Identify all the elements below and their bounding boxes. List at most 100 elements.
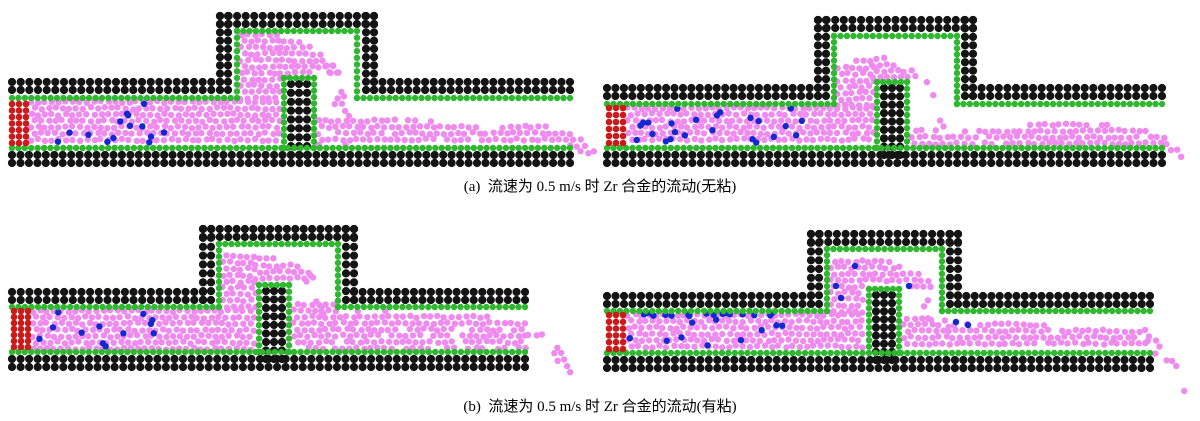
wall-particle	[874, 15, 883, 25]
fluid-particle	[388, 320, 396, 327]
wall-particle	[324, 224, 333, 234]
wall-particle	[670, 291, 680, 301]
fluid-particle	[294, 300, 302, 308]
wall-particle	[286, 158, 296, 168]
boundary-particle	[869, 32, 876, 40]
wall-particle	[968, 83, 978, 92]
fluid-particle	[683, 343, 691, 350]
fluid-particle	[882, 265, 889, 272]
wall-particle	[798, 299, 807, 309]
tracer-particle	[633, 136, 640, 144]
wall-particle	[1035, 363, 1044, 373]
fluid-particle	[753, 123, 760, 130]
wall-particle	[721, 91, 730, 101]
wall-particle	[294, 150, 304, 160]
wall-particle	[244, 150, 253, 160]
wall-particle	[620, 158, 629, 168]
fluid-particle	[489, 338, 496, 345]
wall-particle	[611, 158, 620, 168]
wall-particle	[887, 100, 897, 109]
wall-particle	[871, 315, 881, 324]
boundary-particle	[811, 100, 818, 108]
fluid-particle	[236, 340, 243, 347]
boundary-particle	[1018, 144, 1025, 152]
fluid-particle	[631, 323, 638, 330]
inlet-particle	[22, 107, 30, 114]
fluid-particle	[839, 70, 846, 78]
boundary-particle	[496, 348, 503, 356]
boundary-particle	[1121, 349, 1128, 357]
boundary-particle	[675, 100, 682, 108]
wall-particle	[813, 83, 823, 92]
fluid-particle	[229, 252, 237, 260]
fluid-particle	[742, 337, 750, 344]
fluid-particle	[1094, 127, 1102, 134]
tracer-particle	[779, 322, 786, 329]
wall-particle	[832, 229, 842, 239]
wall-particle	[1129, 291, 1138, 301]
wall-particle	[461, 354, 470, 364]
fluid-particle	[262, 88, 269, 95]
fluid-particle	[272, 94, 279, 102]
wall-particle	[602, 291, 612, 301]
fluid-particle	[126, 332, 134, 339]
fluid-particle	[319, 136, 326, 144]
wall-particle	[1044, 355, 1053, 365]
wall-particle	[438, 77, 447, 87]
fluid-particle	[378, 338, 385, 345]
boundary-particle	[998, 100, 1005, 108]
wall-particle	[223, 36, 233, 45]
boundary-particle	[895, 285, 903, 293]
fluid-particle	[859, 94, 866, 102]
wall-particle	[986, 83, 995, 93]
fluid-particle	[269, 37, 276, 44]
fluid-particle	[845, 270, 852, 277]
wall-particle	[137, 85, 147, 95]
boundary-particle	[910, 144, 917, 152]
fluid-particle	[235, 313, 243, 321]
boundary-particle	[463, 94, 470, 102]
fluid-particle	[1005, 333, 1012, 340]
wall-particle	[503, 354, 512, 364]
fluid-particle	[542, 123, 549, 130]
boundary-particle	[470, 144, 477, 152]
wall-particle	[987, 158, 996, 168]
wall-particle	[867, 158, 876, 168]
fluid-particle	[316, 327, 323, 334]
wall-particle	[756, 158, 765, 168]
wall-particle	[206, 242, 216, 251]
wall-particle	[746, 83, 755, 93]
boundary-particle	[900, 245, 907, 253]
fluid-particle	[209, 124, 216, 132]
boundary-particle	[873, 125, 881, 132]
wall-particle	[670, 91, 679, 101]
fluid-particle	[319, 57, 326, 64]
boundary-particle	[387, 348, 394, 356]
fluid-particle	[1142, 139, 1149, 146]
wall-particle	[821, 66, 831, 75]
fluid-particle	[708, 336, 716, 343]
fluid-particle	[854, 337, 862, 344]
wall-particle	[620, 150, 629, 160]
fluid-particle	[952, 326, 959, 334]
fluid-particle	[813, 325, 821, 332]
fluid-particle	[932, 340, 939, 347]
fluid-particle	[208, 314, 216, 321]
fluid-particle	[476, 130, 484, 137]
wall-particle	[196, 362, 205, 372]
fluid-particle	[976, 127, 983, 135]
tracer-particle	[681, 132, 689, 139]
fluid-particle	[345, 123, 353, 130]
fluid-particle	[440, 314, 447, 321]
boundary-particle	[124, 348, 131, 356]
wall-particle	[645, 83, 654, 93]
fluid-particle	[473, 344, 481, 351]
wall-particle	[611, 363, 620, 373]
fluid-particle	[448, 338, 455, 345]
wall-particle	[469, 354, 478, 364]
fluid-particle	[858, 111, 866, 118]
boundary-particle	[1006, 349, 1013, 357]
wall-particle	[919, 237, 928, 247]
boundary-particle	[739, 307, 747, 315]
